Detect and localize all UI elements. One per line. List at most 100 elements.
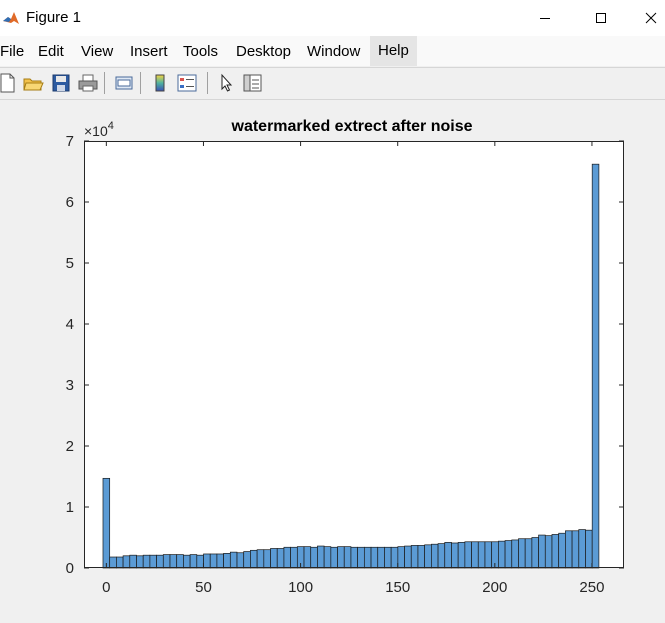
histogram-bar [216,553,224,569]
save-icon[interactable] [50,72,72,94]
histogram-bar [531,537,539,569]
histogram-bar [417,545,426,569]
histogram-bar [424,544,432,569]
x-tick-label: 50 [195,579,212,596]
menu-bar: File Edit View Insert Tools Desktop Wind… [0,36,665,66]
histogram-bar [229,551,238,569]
histogram-bar [169,554,178,569]
print-icon[interactable] [77,72,99,94]
histogram-bar [162,554,171,569]
x-tick-label: 0 [102,579,110,596]
menu-file[interactable]: File [0,43,25,60]
histogram-bar [370,546,379,569]
histogram-bar [183,554,191,569]
toolbar-separator [140,72,141,94]
histogram-bar [377,546,385,569]
x-tick-label: 200 [482,579,507,596]
histogram-bar [565,530,573,569]
axes-box [84,141,624,568]
new-figure-icon[interactable] [0,72,18,94]
histogram-bar [323,546,332,569]
legend-icon[interactable] [176,72,198,94]
histogram-bar [156,554,164,569]
histogram-bar [585,529,593,569]
minimize-icon [540,18,550,19]
histogram-bar [404,545,412,569]
maximize-button[interactable] [578,0,624,36]
histogram-bar [538,534,546,569]
link-plot-icon[interactable] [113,72,135,94]
histogram-bar [558,532,566,569]
pointer-icon[interactable] [215,72,237,94]
histogram-bar [303,546,312,569]
histogram-bar [149,554,157,569]
menu-help[interactable]: Help [370,36,417,66]
y-exponent-base: ×10 [84,123,108,139]
property-inspector-icon[interactable] [241,72,263,94]
toolbar-separator [207,72,208,94]
histogram-bar [578,529,586,569]
histogram-bar [444,542,452,569]
histogram-bar [551,534,560,569]
close-button[interactable] [636,0,665,36]
histogram-bar [209,553,218,569]
y-tick-label: 6 [66,194,74,211]
histogram-bar [223,553,231,569]
colorbar-icon[interactable] [149,72,171,94]
y-tick-label: 0 [66,560,74,577]
menu-insert[interactable]: Insert [130,43,168,60]
y-tick-label: 5 [66,255,74,272]
window-title-bar: Figure 1 [0,0,665,36]
histogram-bar [350,546,358,569]
histogram-bar [337,546,345,569]
figure-toolbar [0,67,665,100]
histogram-bar [451,542,459,569]
histogram-bar [236,552,245,569]
toolbar-separator [104,72,105,94]
matlab-logo-icon [2,9,20,27]
histogram-bar [330,546,338,569]
histogram-bar [102,477,111,569]
histogram-bar [256,549,265,569]
histogram-bar [243,551,251,569]
histogram-bar [518,538,526,569]
close-icon [645,12,656,24]
histogram-bar [263,549,271,569]
maximize-icon [596,13,606,23]
histogram-bar [410,545,419,569]
histogram-bar [176,554,184,569]
y-tick-label: 3 [66,377,74,394]
y-tick-label: 4 [66,316,74,333]
x-tick-label: 100 [288,579,313,596]
menu-desktop[interactable]: Desktop [236,43,292,60]
menu-view[interactable]: View [81,43,114,60]
menu-tools[interactable]: Tools [183,43,219,60]
histogram-bar [464,541,472,569]
histogram-bar [142,554,151,569]
histogram-bar [343,546,352,569]
histogram-bar [591,163,600,569]
y-exponent-label: ×104 [84,120,114,139]
histogram-bar [250,549,258,569]
menu-window[interactable]: Window [307,43,361,60]
histogram-bar [544,535,553,569]
histogram-bar [276,548,285,569]
window-title: Figure 1 [26,9,82,26]
y-exponent-power: 4 [108,120,114,132]
y-tick-label: 2 [66,438,74,455]
minimize-button[interactable] [522,0,568,36]
histogram-bar [498,540,506,569]
histogram-bar [196,554,204,569]
open-file-icon[interactable] [22,72,44,94]
histogram-bar [116,556,124,569]
histogram-bar [317,545,325,569]
histogram-bar [504,540,513,569]
histogram-bar [457,542,466,569]
histogram-bar [390,546,399,569]
histogram-bar [484,541,493,569]
menu-edit[interactable]: Edit [38,43,64,60]
histogram-bar [189,554,198,569]
histogram-bar [270,548,278,569]
histogram-bar [122,555,131,569]
